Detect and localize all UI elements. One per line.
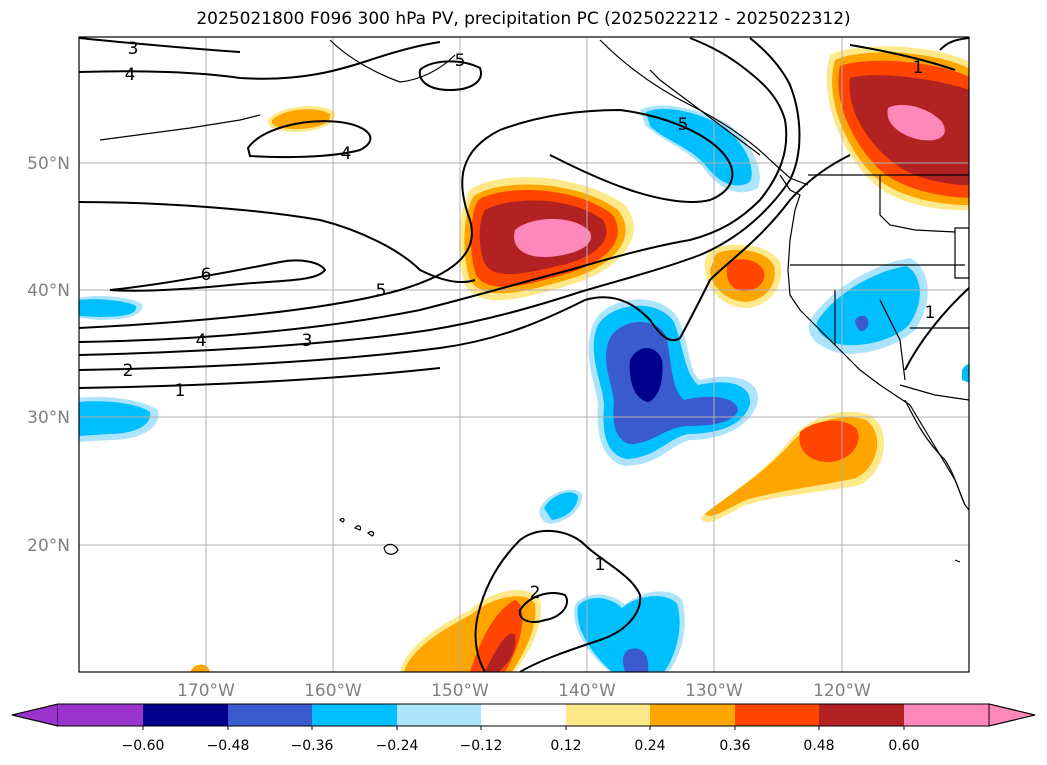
colorbar-cell [481, 704, 566, 726]
colorbar-cell [904, 704, 989, 726]
lat-labels: 50°N 40°N 30°N 20°N [27, 154, 70, 556]
lon-labels: 170°W 160°W 150°W 140°W 130°W 120°W [177, 681, 871, 701]
map-title: 2025021800 F096 300 hPa PV, precipitatio… [196, 9, 851, 29]
precip-positive-sw-speck [190, 664, 210, 672]
colorbar-cell [58, 704, 143, 726]
lon-label: 170°W [177, 681, 235, 701]
lon-label: 140°W [558, 681, 616, 701]
contour-label: 5 [678, 115, 689, 135]
coastlines [99, 39, 969, 563]
colorbar-tick-label: 0.24 [634, 738, 665, 754]
colorbar-cell [819, 704, 904, 726]
colorbar-extend-high [988, 703, 1036, 727]
contour-label: 5 [455, 51, 466, 71]
colorbar-tick-label: −0.60 [122, 738, 165, 754]
colorbar-tick-label: −0.48 [207, 738, 250, 754]
colorbar-tick-label: −0.36 [291, 738, 334, 754]
colorbar: −0.60 −0.48 −0.36 −0.24 −0.12 0.12 0.24 … [11, 703, 1036, 754]
contour-label: 3 [128, 39, 139, 59]
colorbar-tick-label: −0.24 [376, 738, 419, 754]
colorbar-cell [312, 704, 397, 726]
pv-contours [79, 37, 969, 672]
colorbar-cell [566, 704, 650, 726]
contour-label: 1 [595, 555, 606, 575]
colorbar-tick-label: 0.36 [719, 738, 750, 754]
colorbar-cell [397, 704, 481, 726]
contour-label: 6 [201, 265, 212, 285]
precip-shading [79, 46, 969, 672]
lat-label: 30°N [27, 408, 70, 428]
contour-label: 1 [175, 381, 186, 401]
map-frame [78, 36, 970, 673]
colorbar-tick-label: −0.12 [460, 738, 503, 754]
lon-label: 160°W [304, 681, 362, 701]
colorbar-tick-label: 0.60 [888, 738, 919, 754]
contour-label: 4 [196, 331, 207, 351]
colorbar-tick-label: 0.12 [550, 738, 581, 754]
colorbar-cell [228, 704, 312, 726]
lon-label: 150°W [431, 681, 489, 701]
graticule [79, 37, 969, 672]
colorbar-cell [735, 704, 819, 726]
precip-negative-east-edge [962, 364, 969, 383]
lat-label: 40°N [27, 281, 70, 301]
contour-label: 3 [302, 331, 313, 351]
colorbar-extend-low [11, 703, 59, 727]
contour-label: 5 [376, 281, 387, 301]
colorbar-cell [650, 704, 735, 726]
lat-label: 20°N [27, 536, 70, 556]
lon-label: 120°W [813, 681, 871, 701]
contour-label: 1 [913, 58, 924, 78]
contour-label: 2 [123, 361, 134, 381]
plot-area: 3 4 5 4 6 5 4 3 2 1 1 2 1 1 5 [79, 37, 969, 672]
contour-label: 4 [341, 144, 352, 164]
contour-label: 4 [125, 65, 136, 85]
colorbar-tick-label: 0.48 [803, 738, 834, 754]
contour-labels: 3 4 5 4 6 5 4 3 2 1 1 2 1 1 5 [123, 39, 936, 603]
contour-label: 1 [925, 303, 936, 323]
lat-label: 50°N [27, 154, 70, 174]
contour-label: 2 [530, 583, 541, 603]
lon-label: 130°W [685, 681, 743, 701]
colorbar-cell [143, 704, 228, 726]
